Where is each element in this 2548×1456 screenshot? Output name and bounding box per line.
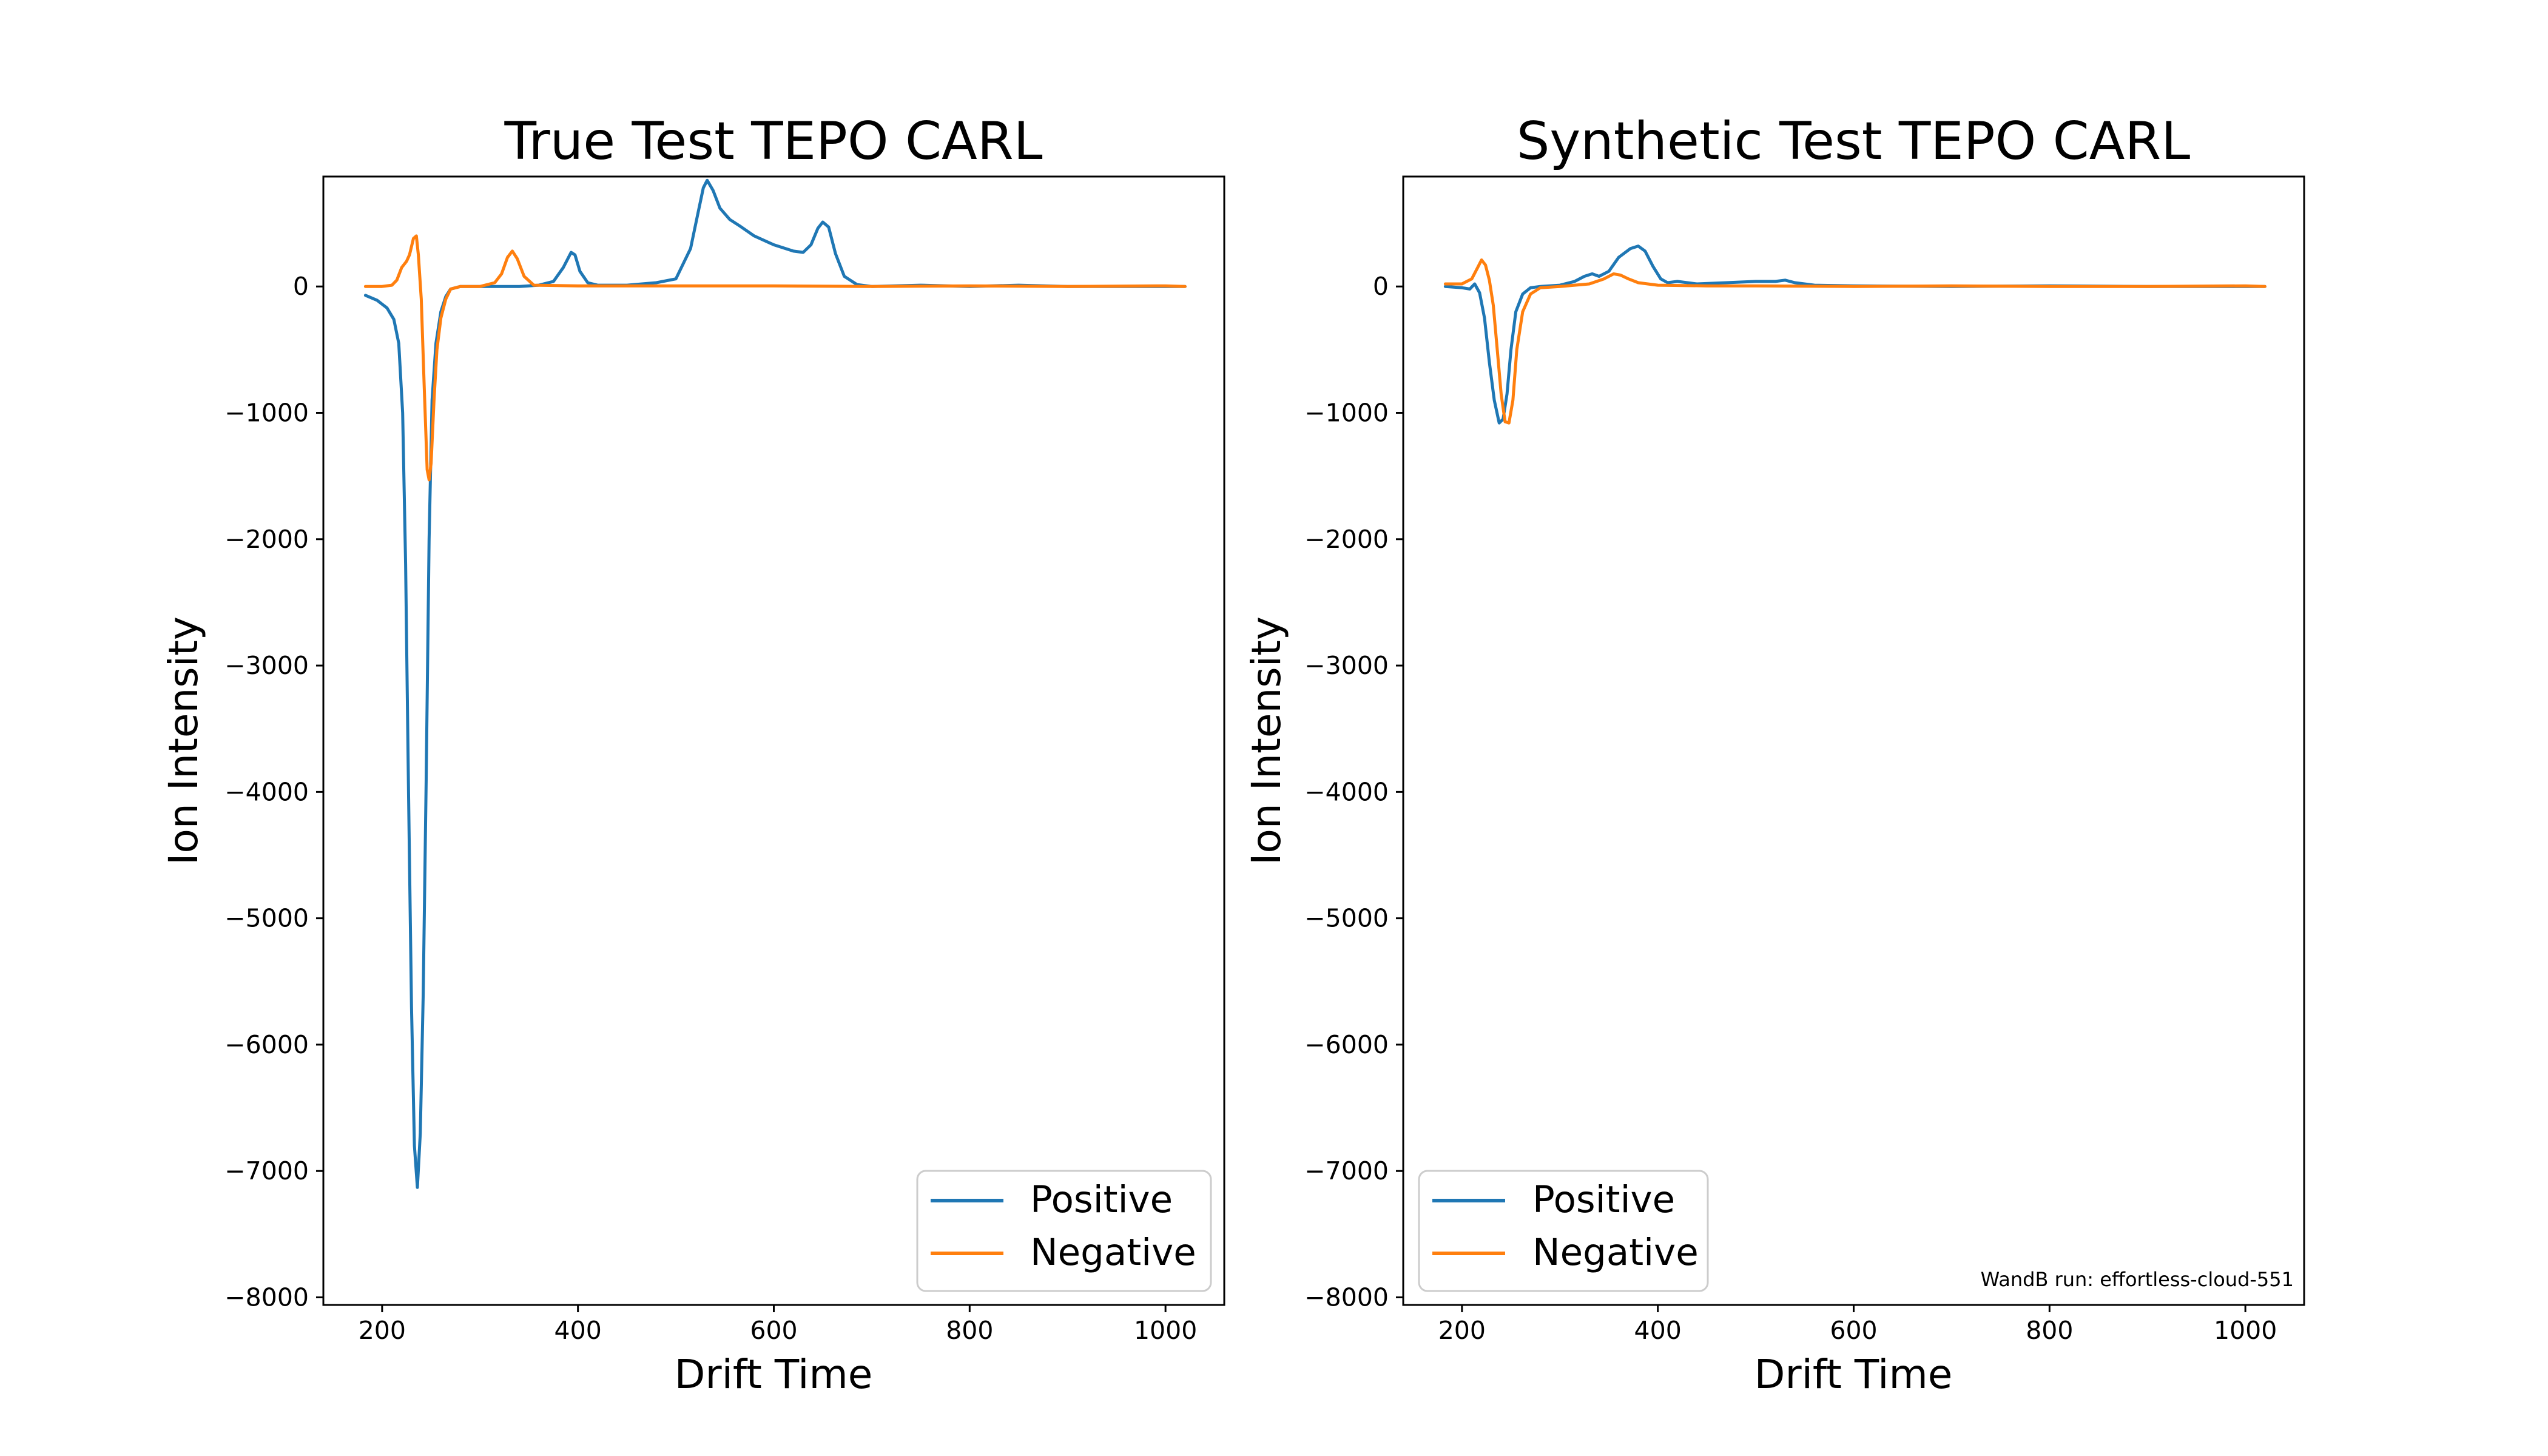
y-tick-label: −3000 <box>224 651 309 680</box>
y-axis-ticks: 0 −1000 −2000 −3000 −4000 −5000 −6000 −7000 −800… <box>1304 272 1403 1312</box>
y-tick-label: −1000 <box>224 398 309 427</box>
chart-title: True Test TEPO CARL <box>504 111 1042 172</box>
wandb-run-annotation: WandB run: effortless-cloud-551 <box>1981 1268 2294 1291</box>
x-tick-label: 400 <box>1634 1316 1682 1345</box>
legend-label-positive: Positive <box>1532 1178 1675 1221</box>
x-axis-label: Drift Time <box>1754 1351 1953 1398</box>
y-tick-label: −6000 <box>224 1030 309 1059</box>
y-axis-ticks: 0 −1000 −2000 −3000 −4000 −5000 −6000 −7000 −800… <box>224 272 323 1312</box>
y-tick-label: 0 <box>293 272 309 301</box>
legend-label-negative: Negative <box>1030 1231 1196 1274</box>
y-tick-label: −8000 <box>1304 1283 1389 1312</box>
y-tick-label: −7000 <box>1304 1156 1389 1185</box>
x-tick-label: 200 <box>1438 1316 1486 1345</box>
chart-panel-synthetic-test: Synthetic Test TEPO CARL 200 400 600 800 100… <box>1243 111 2305 1398</box>
y-tick-label: −6000 <box>1304 1030 1389 1059</box>
y-tick-label: 0 <box>1373 272 1389 301</box>
chart-panel-true-test: True Test TEPO CARL 200 400 600 800 1000 0 −1… <box>160 111 1225 1398</box>
x-tick-label: 400 <box>554 1316 602 1345</box>
y-axis-label: Ion Intensity <box>160 616 207 865</box>
y-tick-label: −8000 <box>224 1283 309 1312</box>
y-tick-label: −7000 <box>224 1156 309 1185</box>
y-tick-label: −5000 <box>224 904 309 933</box>
x-axis-label: Drift Time <box>675 1351 873 1398</box>
plot-lines <box>363 178 1187 1189</box>
legend-label-positive: Positive <box>1030 1178 1173 1221</box>
x-tick-label: 800 <box>2026 1316 2073 1345</box>
x-tick-label: 600 <box>1830 1316 1877 1345</box>
chart-title: Synthetic Test TEPO CARL <box>1517 111 2190 172</box>
series-line-negative <box>363 234 1187 482</box>
series-line-positive <box>1443 244 2267 425</box>
y-tick-label: −5000 <box>1304 904 1389 933</box>
x-axis-ticks: 200 400 600 800 1000 <box>1438 1305 2277 1345</box>
plot-lines <box>1443 244 2267 425</box>
y-tick-label: −2000 <box>224 525 309 554</box>
x-axis-ticks: 200 400 600 800 1000 <box>359 1305 1197 1345</box>
y-axis-label: Ion Intensity <box>1243 616 1290 865</box>
x-tick-label: 1000 <box>1134 1316 1197 1345</box>
x-tick-label: 1000 <box>2214 1316 2277 1345</box>
x-tick-label: 800 <box>946 1316 993 1345</box>
legend-label-negative: Negative <box>1532 1231 1699 1274</box>
y-tick-label: −3000 <box>1304 651 1389 680</box>
x-tick-label: 200 <box>359 1316 406 1345</box>
series-line-positive <box>363 178 1187 1189</box>
legend: Positive Negative <box>916 1170 1212 1292</box>
legend: Positive Negative <box>1418 1170 1709 1292</box>
y-tick-label: −1000 <box>1304 398 1389 427</box>
series-line-negative <box>1443 258 2267 425</box>
y-tick-label: −4000 <box>1304 777 1389 806</box>
y-tick-label: −4000 <box>224 777 309 806</box>
x-tick-label: 600 <box>750 1316 797 1345</box>
y-tick-label: −2000 <box>1304 525 1389 554</box>
